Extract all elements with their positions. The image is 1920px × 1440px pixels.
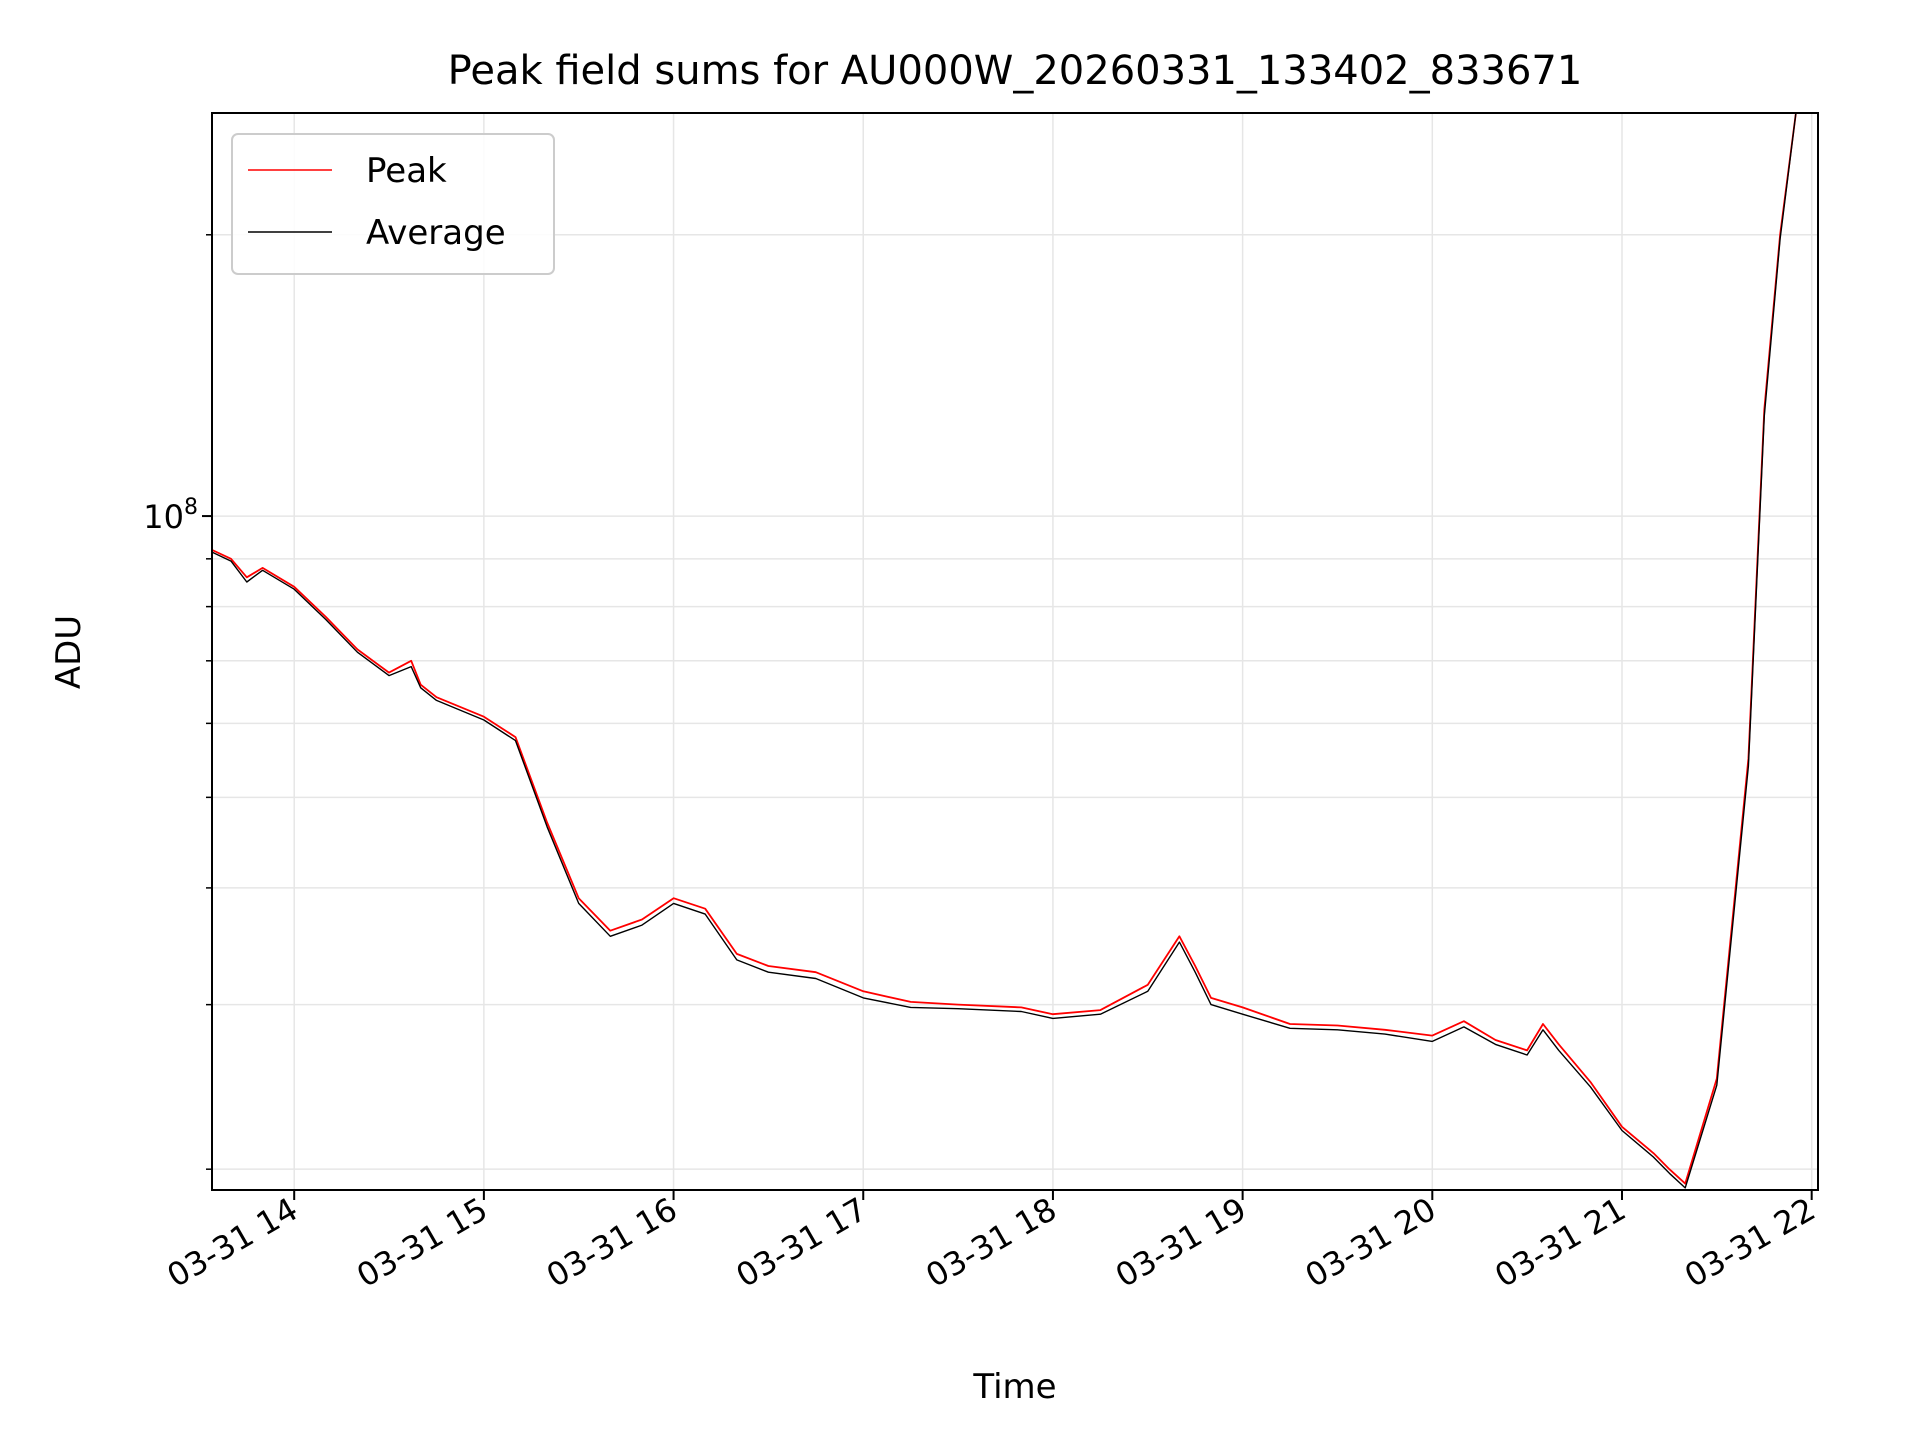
x-tick-label: 03-31 18 bbox=[919, 1190, 1063, 1295]
series-line-average bbox=[212, 113, 1797, 1189]
y-axis: 108 bbox=[143, 234, 212, 1170]
x-tick-label: 03-31 19 bbox=[1109, 1190, 1253, 1295]
x-axis-label: Time bbox=[972, 1367, 1056, 1407]
legend-label-peak: Peak bbox=[366, 151, 447, 191]
x-tick-label: 03-31 14 bbox=[161, 1190, 305, 1295]
y-tick-label: 108 bbox=[143, 495, 198, 536]
series-layer bbox=[212, 113, 1797, 1189]
x-tick-label: 03-31 16 bbox=[540, 1190, 684, 1295]
grid bbox=[212, 113, 1818, 1190]
x-tick-label: 03-31 20 bbox=[1299, 1190, 1443, 1295]
x-tick-label: 03-31 15 bbox=[350, 1190, 494, 1295]
x-tick-label: 03-31 22 bbox=[1678, 1190, 1822, 1295]
x-tick-label: 03-31 17 bbox=[730, 1190, 874, 1295]
series-line-peak bbox=[212, 113, 1797, 1185]
chart-title: Peak field sums for AU000W_20260331_1334… bbox=[448, 48, 1583, 94]
legend: Peak Average bbox=[231, 133, 555, 275]
y-axis-label: ADU bbox=[49, 615, 89, 689]
plot-frame bbox=[211, 112, 1819, 1191]
legend-label-average: Average bbox=[366, 213, 506, 253]
x-tick-label: 03-31 21 bbox=[1488, 1190, 1632, 1295]
x-axis: 03-31 14 03-31 15 03-31 16 03-31 17 03-31 18… bbox=[161, 1190, 1822, 1295]
legend-box bbox=[231, 133, 555, 275]
